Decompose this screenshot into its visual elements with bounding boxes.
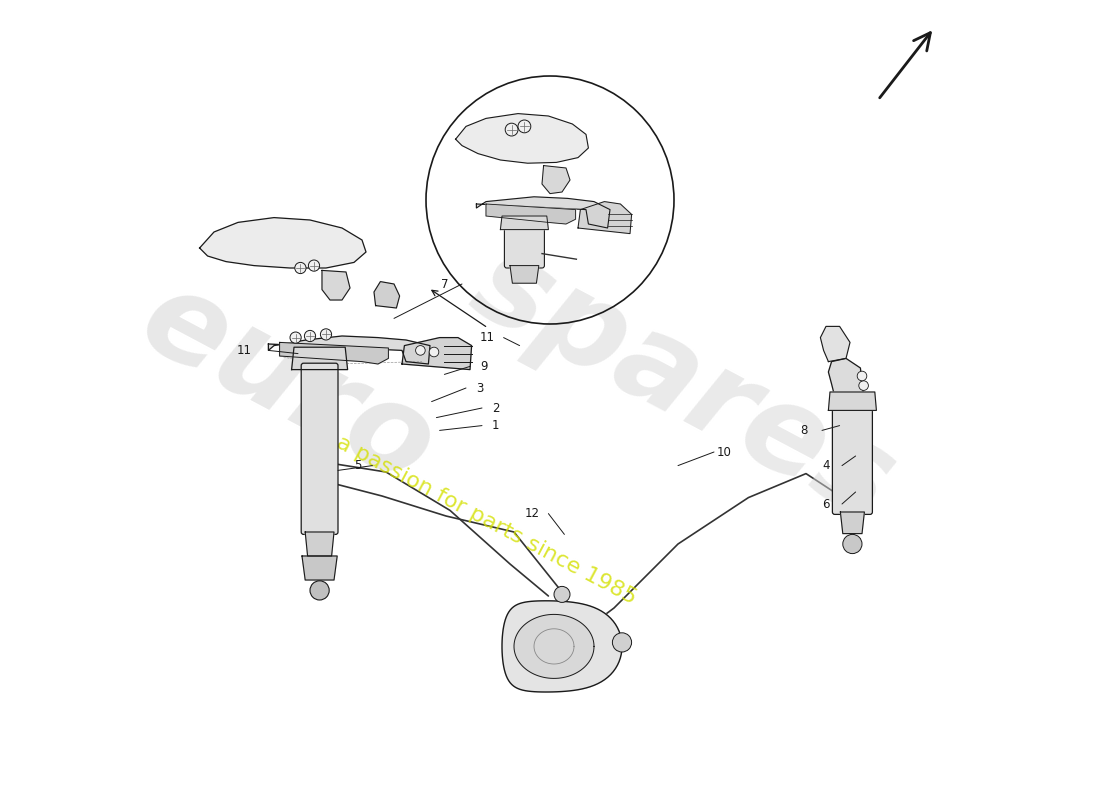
Polygon shape — [292, 347, 348, 370]
Polygon shape — [476, 197, 610, 228]
Text: 12: 12 — [525, 507, 540, 520]
Circle shape — [295, 262, 306, 274]
Text: 11: 11 — [480, 331, 495, 344]
Circle shape — [320, 329, 331, 340]
Text: 7: 7 — [441, 278, 448, 290]
Circle shape — [416, 346, 426, 355]
Circle shape — [305, 330, 316, 342]
Polygon shape — [821, 326, 850, 362]
Circle shape — [518, 120, 531, 133]
Polygon shape — [322, 270, 350, 300]
Polygon shape — [514, 614, 594, 678]
Circle shape — [843, 534, 862, 554]
Polygon shape — [840, 512, 865, 534]
Circle shape — [857, 371, 867, 381]
Text: euro: euro — [122, 258, 454, 510]
Circle shape — [613, 633, 631, 652]
Polygon shape — [510, 266, 539, 283]
Polygon shape — [279, 342, 388, 364]
Circle shape — [290, 332, 301, 343]
Text: 8: 8 — [801, 424, 808, 437]
FancyBboxPatch shape — [833, 406, 872, 514]
Text: a passion for parts since 1985: a passion for parts since 1985 — [332, 432, 639, 608]
Text: spares: spares — [454, 225, 914, 543]
Polygon shape — [455, 114, 588, 163]
Text: 9: 9 — [481, 360, 488, 373]
Text: 11: 11 — [236, 344, 252, 357]
Circle shape — [310, 581, 329, 600]
Text: 1: 1 — [492, 419, 499, 432]
Polygon shape — [486, 204, 575, 224]
Polygon shape — [828, 392, 877, 410]
Circle shape — [554, 586, 570, 602]
Polygon shape — [402, 338, 472, 370]
Circle shape — [429, 347, 439, 357]
Polygon shape — [502, 601, 622, 692]
FancyBboxPatch shape — [505, 225, 544, 268]
Polygon shape — [199, 218, 366, 268]
Polygon shape — [542, 166, 570, 194]
Circle shape — [859, 381, 868, 390]
Text: 4: 4 — [823, 459, 829, 472]
Text: 5: 5 — [354, 459, 362, 472]
Text: 10: 10 — [717, 446, 732, 458]
Text: 2: 2 — [492, 402, 499, 414]
Polygon shape — [302, 556, 338, 580]
Polygon shape — [305, 532, 334, 556]
Text: 3: 3 — [476, 382, 483, 394]
FancyBboxPatch shape — [301, 363, 338, 534]
Polygon shape — [578, 202, 631, 234]
Circle shape — [308, 260, 320, 271]
Text: 6: 6 — [823, 498, 829, 510]
Circle shape — [505, 123, 518, 136]
Polygon shape — [268, 336, 430, 364]
Polygon shape — [500, 216, 549, 230]
Polygon shape — [828, 358, 864, 404]
Polygon shape — [374, 282, 399, 308]
